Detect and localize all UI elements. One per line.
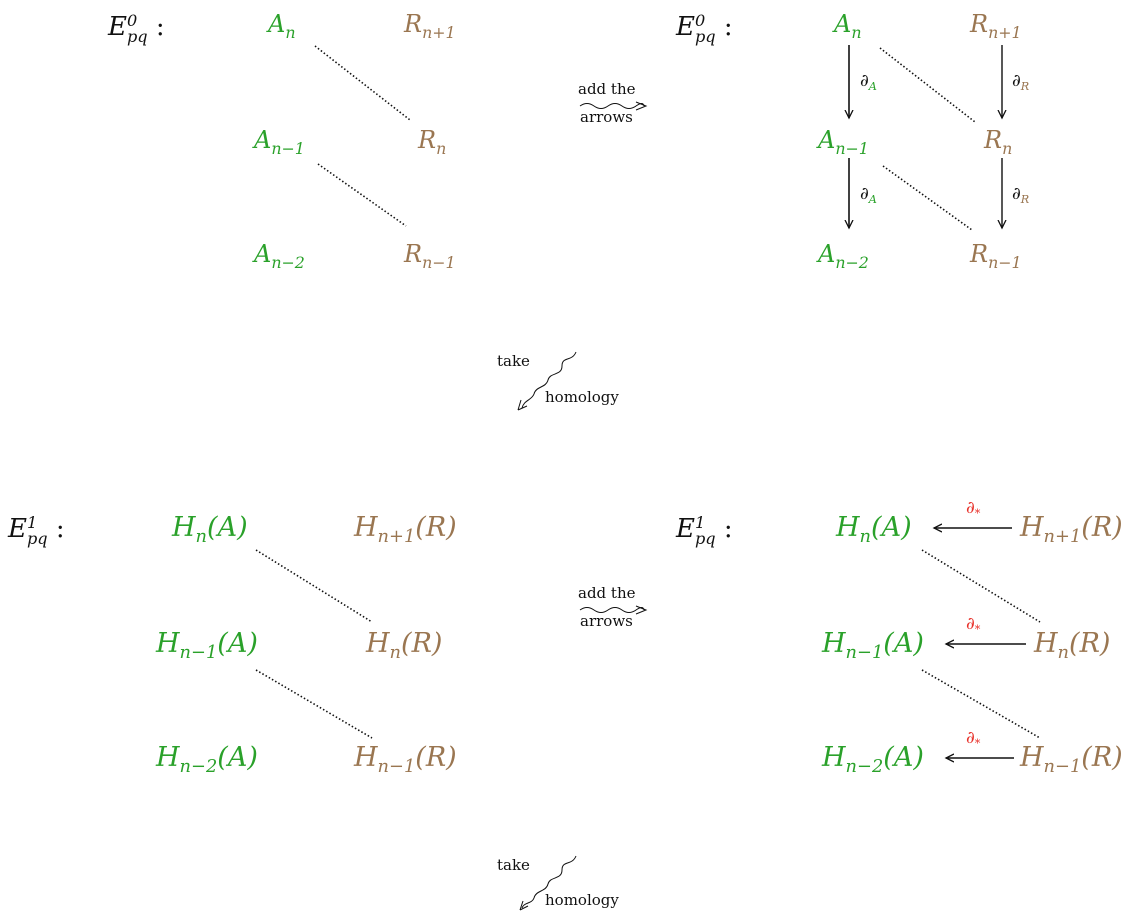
take-label-top: take <box>497 352 530 370</box>
arrows-label-bottom: arrows <box>580 612 633 630</box>
node-Hn-A-right: Hn(A) <box>836 512 912 548</box>
node-Hn-2-A-right: Hn−2(A) <box>822 742 924 778</box>
boundary-R-label-bottom: ∂R <box>1012 184 1030 206</box>
E0-label-right: E 0 pq : <box>676 10 733 46</box>
node-R-n-right: Rn <box>984 126 1013 158</box>
node-Hn+1-R: Hn+1(R) <box>354 512 457 548</box>
node-Hn-R-right: Hn(R) <box>1034 628 1111 664</box>
node-Hn-1-R-right: Hn−1(R) <box>1020 742 1123 778</box>
node-A-n-2: An−2 <box>254 240 305 272</box>
dotted-Hn1A-Hn1R <box>255 669 373 739</box>
dotted-An1-Rn1 <box>317 163 407 227</box>
node-A-n-right: An <box>834 10 862 42</box>
node-A-n-1: An−1 <box>254 126 305 158</box>
take-label-bottom: take <box>497 856 530 874</box>
boundary-A-label-top: ∂A <box>860 71 877 93</box>
node-R-n+1-right: Rn+1 <box>970 10 1022 42</box>
node-A-n-2-right: An−2 <box>818 240 869 272</box>
add-the-label-top: add the <box>578 80 636 98</box>
node-R-n-1-right: Rn−1 <box>970 240 1022 272</box>
dotted-HnA-HnR <box>255 549 373 623</box>
connecting-map-label-top: ∂* <box>966 498 981 520</box>
node-Hn+1-R-right: Hn+1(R) <box>1020 512 1123 548</box>
node-A-n-1-right: An−1 <box>818 126 869 158</box>
squiggle-take-homology-bottom <box>521 855 577 909</box>
arrows-label-top: arrows <box>580 108 633 126</box>
boundary-R-label-top: ∂R <box>1012 71 1030 93</box>
dotted-An1-Rn1-right <box>882 165 973 231</box>
dotted-An-Rn <box>314 45 411 121</box>
connecting-map-label-mid: ∂* <box>966 614 981 636</box>
dotted-Hn1A-Hn1R-right <box>921 669 1041 739</box>
E0-label-left: E 0 pq : <box>108 10 165 46</box>
add-the-label-bottom: add the <box>578 584 636 602</box>
node-Hn-1-R: Hn−1(R) <box>354 742 457 778</box>
dotted-HnA-HnR-right <box>921 549 1041 623</box>
squiggle-take-homology-top <box>521 351 577 409</box>
boundary-A-label-bottom: ∂A <box>860 184 877 206</box>
homology-label-top: homology <box>545 388 619 406</box>
node-R-n+1: Rn+1 <box>404 10 456 42</box>
node-R-n-1: Rn−1 <box>404 240 456 272</box>
node-Hn-1-A-right: Hn−1(A) <box>822 628 924 664</box>
node-A-n: An <box>268 10 296 42</box>
node-Hn-1-A: Hn−1(A) <box>156 628 258 664</box>
E1-label-left: E 1 pq : <box>8 512 65 548</box>
squiggle-arrow-bottom <box>579 607 645 613</box>
E1-label-right: E 1 pq : <box>676 512 733 548</box>
homology-label-bottom: homology <box>545 891 619 909</box>
connecting-map-label-bottom: ∂* <box>966 728 981 750</box>
node-Hn-A: Hn(A) <box>172 512 248 548</box>
node-R-n: Rn <box>418 126 447 158</box>
dotted-An-Rn-right <box>879 47 976 123</box>
squiggle-arrow-top <box>579 103 645 109</box>
node-Hn-2-A: Hn−2(A) <box>156 742 258 778</box>
node-Hn-R: Hn(R) <box>366 628 443 664</box>
